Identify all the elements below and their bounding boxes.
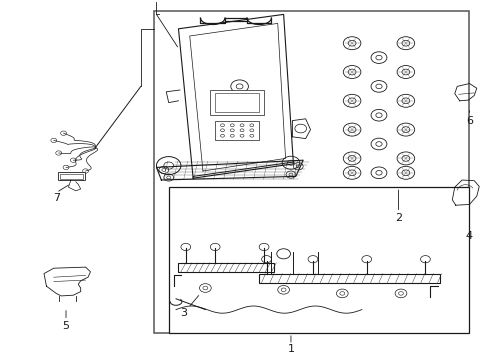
Text: 7: 7 [53, 193, 60, 203]
Text: 4: 4 [465, 231, 472, 241]
Bar [58, 172, 84, 180]
Bar [210, 90, 264, 115]
Bar [60, 174, 83, 179]
Bar [178, 263, 273, 272]
Bar [259, 274, 439, 283]
Text: 6: 6 [465, 116, 472, 126]
Bar [215, 121, 259, 140]
Text: 2: 2 [394, 213, 401, 223]
Bar [215, 93, 259, 112]
Text: 3: 3 [180, 308, 186, 318]
Bar [168, 187, 468, 333]
Text: 5: 5 [62, 321, 69, 331]
Bar [154, 11, 468, 333]
Text: 1: 1 [287, 344, 294, 354]
